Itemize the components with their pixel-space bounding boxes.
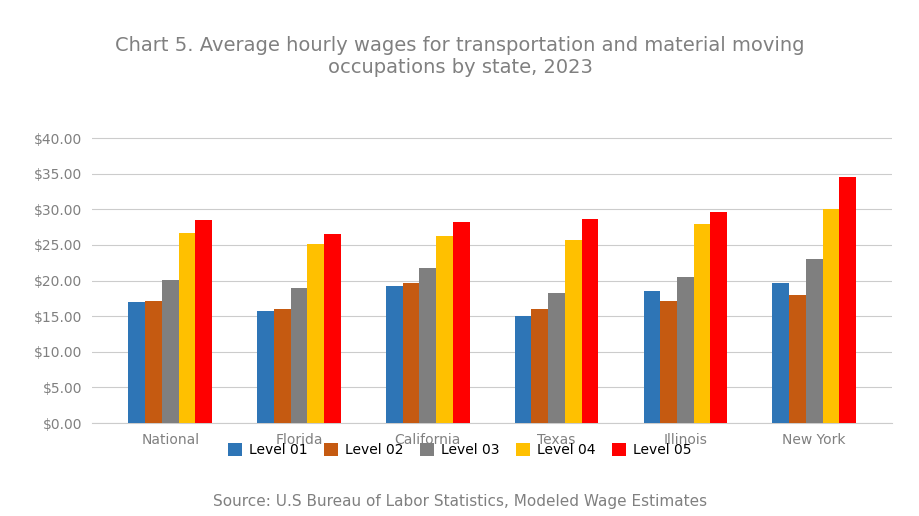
Bar [660,300,676,423]
Bar [838,176,855,423]
Bar [548,294,564,423]
Legend: Level 01, Level 02, Level 03, Level 04, Level 05: Level 01, Level 02, Level 03, Level 04, … [222,438,697,463]
Text: Source: U.S Bureau of Labor Statistics, Modeled Wage Estimates: Source: U.S Bureau of Labor Statistics, … [212,494,707,509]
Bar [436,236,452,423]
Bar [693,223,709,423]
Bar [822,208,838,423]
Bar [323,234,341,423]
Bar [676,277,693,423]
Bar [789,295,805,423]
Bar [419,268,436,423]
Bar [162,280,178,423]
Bar [129,302,145,423]
Bar [403,283,419,423]
Bar [386,286,403,423]
Bar [805,259,822,423]
Bar [514,316,531,423]
Text: Chart 5. Average hourly wages for transportation and material moving
occupations: Chart 5. Average hourly wages for transp… [115,36,804,77]
Bar [564,240,581,423]
Bar [709,212,726,423]
Bar [195,220,212,423]
Bar [145,300,162,423]
Bar [290,288,307,423]
Bar [581,219,597,423]
Bar [274,309,290,423]
Bar [452,222,470,423]
Bar [257,311,274,423]
Bar [307,244,323,423]
Bar [531,309,548,423]
Bar [771,283,789,423]
Bar [642,292,660,423]
Bar [178,233,195,423]
